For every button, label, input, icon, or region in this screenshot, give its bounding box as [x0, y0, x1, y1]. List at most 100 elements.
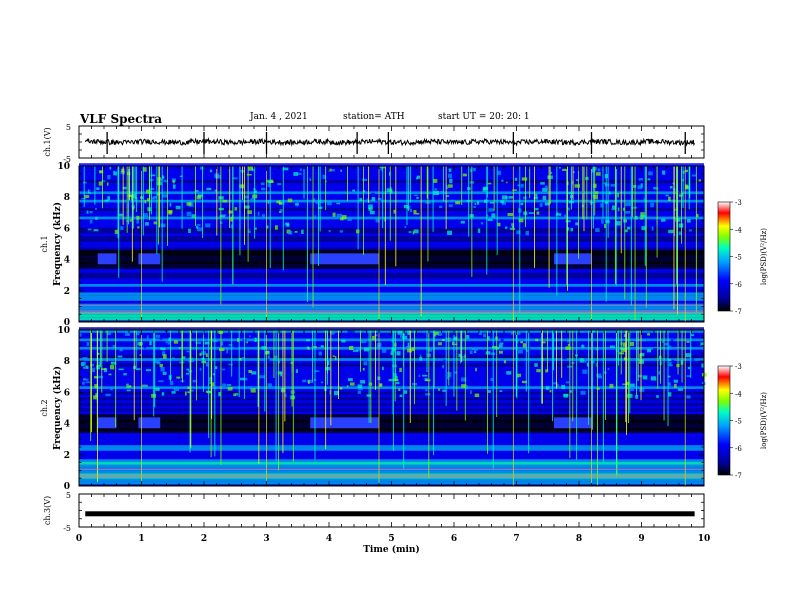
spectrogram-noise — [516, 376, 520, 378]
spectrogram-noise — [448, 376, 454, 381]
spectrogram-noise — [190, 389, 194, 392]
spectrogram-noise — [260, 182, 265, 186]
spectrogram-noise — [482, 187, 486, 192]
spectrogram-band — [79, 210, 704, 214]
spectrogram-noise — [534, 363, 538, 367]
spectrogram-noise — [293, 224, 299, 229]
spectrogram-noise — [635, 183, 641, 186]
spectrogram-band — [79, 239, 704, 242]
spectrogram-noise — [112, 344, 116, 349]
spectrogram-noise — [205, 353, 208, 357]
spectrogram-noise — [87, 228, 92, 231]
spectrogram-noise — [259, 375, 265, 379]
spectrogram-noise — [536, 211, 540, 215]
spectrogram-noise — [677, 190, 682, 195]
spectrogram-noise — [605, 219, 610, 224]
x-tick-label: 3 — [263, 534, 269, 544]
spectrogram-noise — [221, 368, 226, 371]
spectrogram-noise — [618, 361, 622, 366]
spectrogram-noise — [221, 214, 227, 217]
spectrogram-band — [79, 473, 704, 477]
spectrogram-band — [79, 394, 704, 398]
spectrogram-noise — [568, 192, 573, 195]
spectrogram-noise — [511, 223, 515, 227]
spectrogram-noise — [625, 202, 631, 207]
spectrogram-noise — [545, 369, 549, 373]
spectrogram-noise — [372, 336, 375, 341]
spectrogram-noise — [433, 182, 438, 187]
spectrogram-noise — [274, 225, 278, 230]
spectrogram-noise — [266, 350, 269, 354]
spectrogram-noise — [248, 369, 252, 374]
spectrogram-band — [79, 309, 704, 313]
spectrogram-noise — [117, 355, 123, 358]
spectrogram-band — [79, 327, 704, 330]
spectrogram-band — [79, 341, 704, 345]
spectrogram-noise — [296, 202, 299, 207]
spectrogram-noise — [237, 338, 240, 343]
spectrogram-noise — [700, 342, 704, 346]
spectrogram-band — [79, 344, 704, 347]
spectrogram-noise — [386, 188, 392, 192]
spectrogram-noise — [279, 211, 282, 214]
spectrogram-noise — [325, 180, 328, 183]
spectrogram-noise — [556, 384, 559, 388]
spectrogram-noise — [362, 367, 365, 371]
spectrogram-noise — [280, 201, 285, 205]
spectrogram-noise — [507, 212, 513, 216]
spectrogram-band — [79, 224, 704, 228]
spectrogram-noise — [195, 226, 199, 229]
spectrogram-noise — [676, 348, 682, 351]
spectrogram-noise — [120, 226, 124, 231]
spectrogram-noise — [559, 167, 561, 169]
spectrogram-noise — [665, 194, 669, 197]
spectrogram-noise — [171, 391, 176, 394]
spectrogram-band — [79, 196, 704, 200]
spectrogram-noise — [407, 348, 412, 353]
spectrogram-noise — [162, 371, 167, 376]
spectrogram-noise — [521, 380, 528, 384]
spectrogram-noise — [629, 383, 635, 387]
spectrogram-noise — [442, 364, 445, 369]
spectrogram-noise — [162, 342, 168, 348]
spectrogram-noise — [199, 352, 202, 356]
spectrogram-noise — [451, 199, 454, 203]
spectrogram-noise — [103, 368, 108, 373]
spectrogram-noise — [647, 182, 653, 186]
spectrogram-noise — [172, 357, 175, 360]
spectrogram-noise — [413, 209, 417, 215]
spectrogram-noise — [639, 352, 645, 357]
spectrogram-noise — [160, 347, 166, 351]
spectrogram-band — [79, 369, 704, 373]
spectrogram-noise — [574, 184, 580, 188]
spectrogram-noise — [374, 334, 378, 337]
spectrogram-noise — [322, 174, 326, 179]
spectrogram-noise — [393, 379, 399, 381]
spectrogram-noise — [209, 169, 213, 173]
spectrogram-noise — [127, 194, 133, 198]
spectrogram-noise — [641, 226, 647, 231]
x-tick-label: 7 — [513, 534, 519, 544]
spectrogram-noise — [453, 340, 459, 344]
spectrogram-noise — [89, 189, 94, 193]
spectrogram-noise — [466, 335, 470, 339]
spectrogram-noise — [439, 205, 443, 209]
spectrogram-noise — [611, 208, 617, 211]
colorbar-tick-label: -6 — [735, 281, 742, 289]
spectrogram-noise — [669, 186, 673, 189]
spectrogram-noise — [407, 342, 410, 347]
spectrogram-noise — [653, 348, 658, 351]
spectrogram-noise — [136, 215, 140, 220]
spectrogram-noise — [542, 187, 548, 192]
spectrogram-noise — [595, 191, 599, 195]
spectrogram-noise — [446, 185, 449, 190]
spectrogram-noise — [491, 213, 496, 218]
spectrogram-noise — [416, 177, 419, 180]
spectrogram-noise — [474, 202, 477, 205]
spectrogram-noise — [691, 174, 697, 177]
ch2-spectrogram-image — [79, 327, 707, 486]
spectrogram-band — [79, 408, 704, 412]
colorbar-tick-label: -7 — [735, 308, 742, 316]
spectrogram-noise — [187, 391, 191, 394]
spectrogram-noise — [462, 173, 467, 177]
